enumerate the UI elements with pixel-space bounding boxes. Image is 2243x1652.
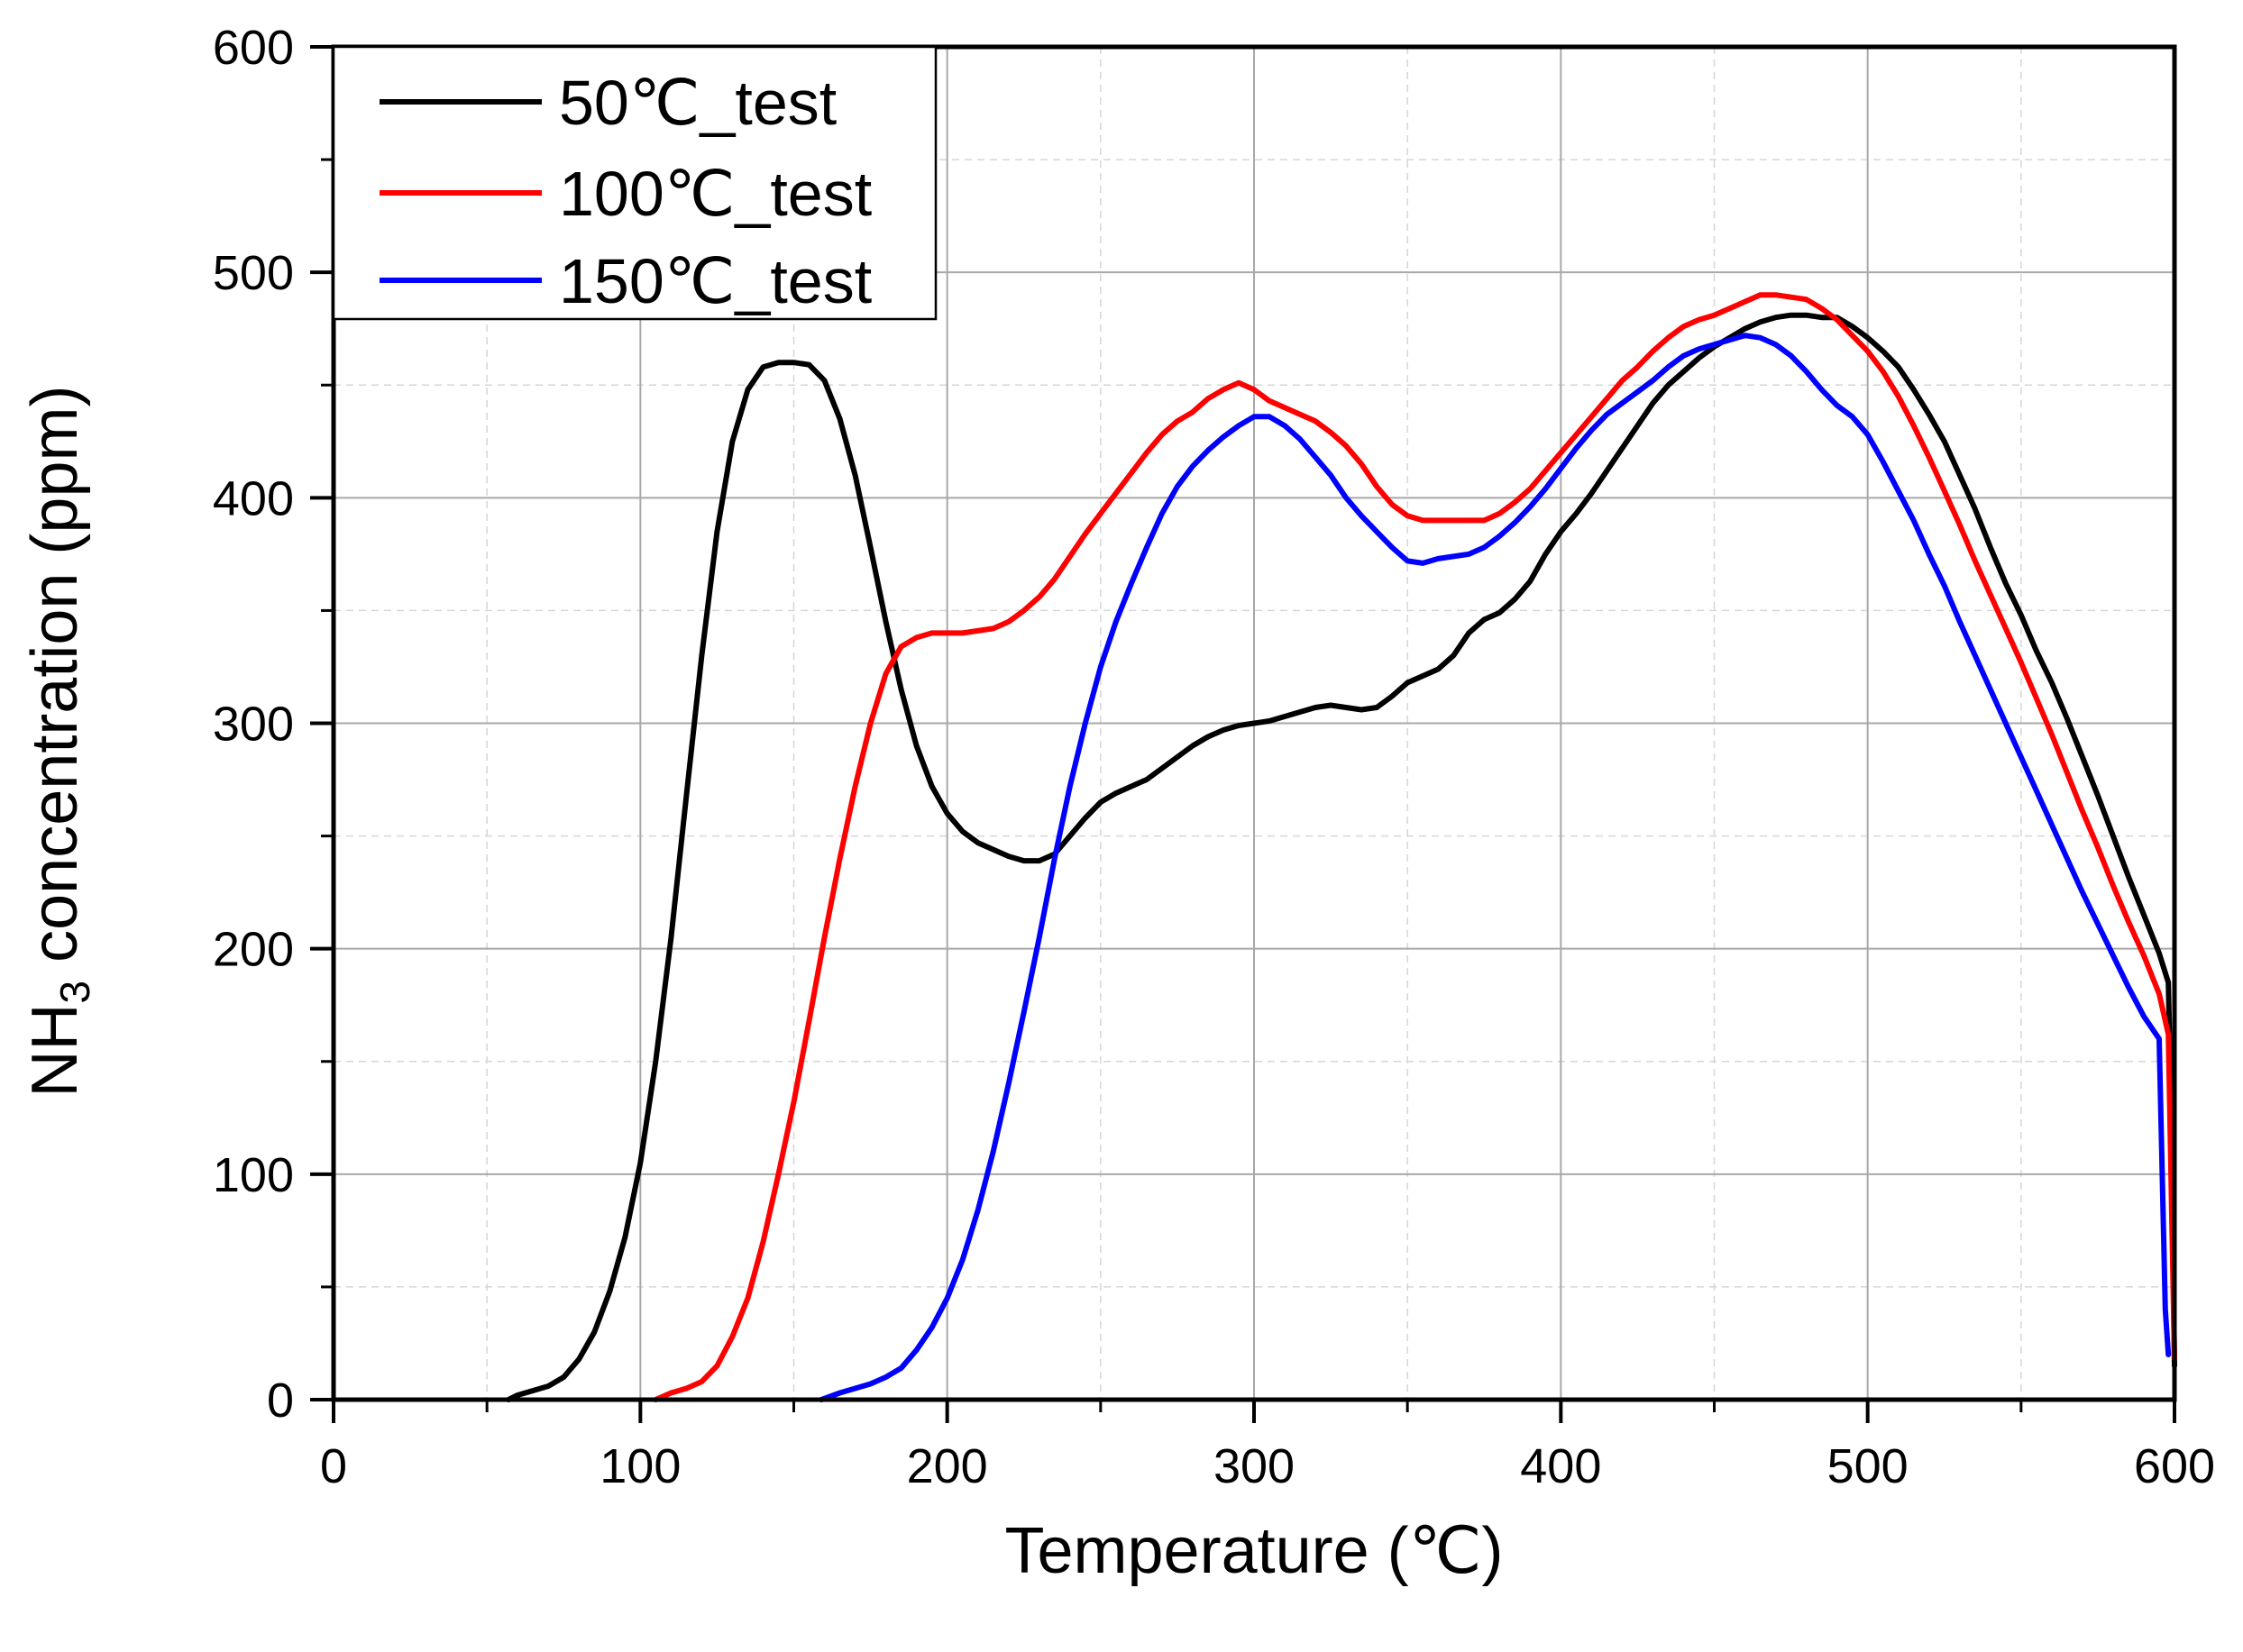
y-tick-label-200: 200 — [213, 923, 294, 977]
x-tick-label-100: 100 — [600, 1439, 681, 1493]
y-tick-label-600: 600 — [213, 21, 294, 75]
x-tick-label-500: 500 — [1827, 1439, 1909, 1493]
legend-label-100c: 100℃_test — [559, 159, 872, 229]
x-tick-label-600: 600 — [2134, 1439, 2215, 1493]
y-tick-label-400: 400 — [213, 471, 294, 525]
series-line-0 — [506, 312, 2177, 1402]
x-axis-title: Temperature (℃) — [1004, 1515, 1503, 1587]
y-axis-title-main: NH — [19, 1003, 91, 1097]
x-tick-label-300: 300 — [1213, 1439, 1295, 1493]
x-tick-label-200: 200 — [907, 1439, 988, 1493]
y-tick-label-100: 100 — [213, 1148, 294, 1202]
y-tick-label-0: 0 — [267, 1374, 294, 1428]
series-line-2 — [819, 333, 2172, 1402]
legend-label-150c: 150℃_test — [559, 246, 872, 316]
y-axis-title-rest: concentration (ppm) — [19, 386, 91, 981]
y-tick-label-300: 300 — [213, 698, 294, 752]
y-tick-label-500: 500 — [213, 246, 294, 300]
legend: 50℃_test 100℃_test 150℃_test — [332, 45, 938, 321]
legend-label-50c: 50℃_test — [559, 68, 837, 138]
x-tick-label-400: 400 — [1520, 1439, 1601, 1493]
series-lines — [506, 292, 2177, 1402]
axis-ticks — [310, 45, 2176, 1423]
y-axis-title: NH3 concentration (ppm) — [19, 386, 98, 1098]
y-axis-title-subscript: 3 — [51, 981, 98, 1004]
x-tick-label-0: 0 — [320, 1439, 347, 1493]
series-line-1 — [653, 292, 2177, 1402]
legend-box — [332, 45, 938, 321]
tick-labels: 0 100 200 300 400 500 600 0 100 200 300 400 500 600 — [213, 21, 2215, 1493]
